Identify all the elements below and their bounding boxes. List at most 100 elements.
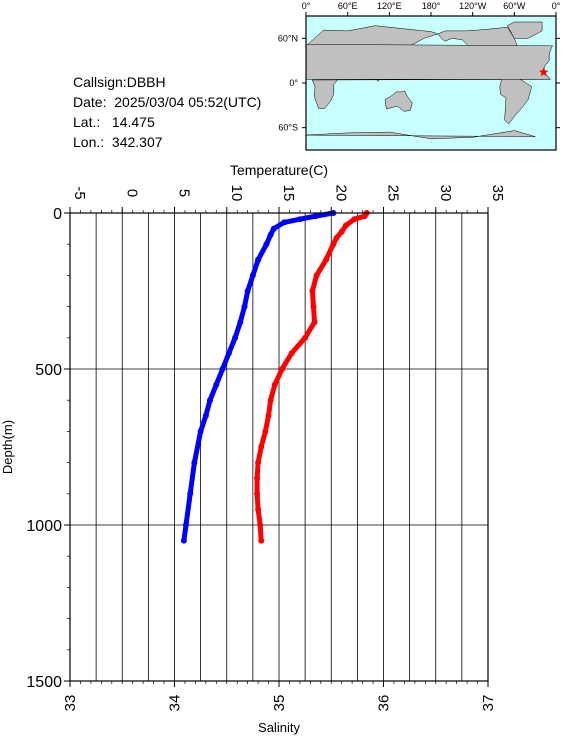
temperature-point [207, 397, 214, 404]
callsign-label: Callsign: [73, 74, 127, 90]
temperature-point [312, 213, 319, 220]
y-axis-tick-label: 0 [53, 206, 62, 223]
salinity-point [279, 366, 286, 372]
bottom-axis-tick-label: 37 [480, 695, 497, 712]
map-lon-label: 120°E [377, 1, 402, 11]
map-lat-label: 60°N [278, 33, 298, 43]
date-label: Date: [73, 94, 107, 110]
salinity-point [254, 490, 261, 497]
top-axis-tick-label: 15 [280, 185, 297, 202]
world-map: 0° 60°E 120°E 180° 120°W 60°W 0° 60°N 0° 60°S [278, 1, 561, 151]
temperature-point [213, 381, 220, 388]
salinity-point [262, 428, 269, 435]
land-greenland [507, 21, 543, 39]
salinity-point [351, 216, 358, 223]
salinity-point [271, 381, 278, 388]
y-axis-tick-label: 500 [35, 362, 62, 379]
salinity-point [309, 288, 316, 294]
temperature-point [237, 319, 244, 326]
lon-row: Lon.: 342.307 [73, 132, 261, 152]
salinity-point [257, 522, 264, 528]
temperature-point [191, 459, 198, 466]
temperature-point [255, 256, 262, 263]
callsign-value: DBBH [126, 74, 166, 90]
salinity-point [323, 256, 330, 263]
salinity-point [265, 412, 272, 419]
temperature-point [263, 241, 270, 248]
top-axis-tick-label: 20 [332, 185, 349, 202]
temperature-point [249, 272, 256, 279]
y-axis-title: Depth(m) [0, 420, 15, 474]
bottom-axis-tick-label: 34 [167, 695, 184, 712]
lat-label: Lat.: [73, 114, 101, 130]
salinity-point [311, 319, 318, 326]
bottom-axis-title: Salinity [258, 720, 300, 735]
salinity-point [361, 213, 368, 220]
station-marker-icon [539, 67, 549, 77]
temperature-point [225, 350, 232, 357]
top-axis-tick-label: 10 [228, 185, 245, 202]
land-south-america [499, 74, 532, 125]
temperature-point [241, 303, 248, 310]
bottom-axis-tick-label: 35 [271, 695, 288, 712]
salinity-point [267, 397, 274, 404]
salinity-point [338, 228, 345, 235]
temperature-point [244, 288, 251, 294]
temperature-point [202, 412, 209, 419]
temperature-point [267, 231, 274, 238]
temperature-point [180, 537, 187, 544]
date-value: 2025/03/04 05:52(UTC) [114, 94, 262, 110]
temperature-point [232, 334, 239, 341]
salinity-point [313, 272, 320, 279]
salinity-point [258, 537, 265, 544]
salinity-point [310, 303, 317, 310]
lat-value: 14.475 [111, 114, 155, 130]
top-axis-tick-label: 30 [437, 185, 454, 202]
date-row: Date: 2025/03/04 05:52(UTC) [73, 92, 261, 112]
map-lon-label: 60°E [338, 1, 358, 11]
temperature-point [281, 219, 288, 226]
temperature-point [219, 366, 226, 372]
land-africa-west-edge [305, 44, 553, 80]
salinity-point [302, 334, 309, 341]
axes: -5 0 5 10 15 20 25 30 35 33 34 35 36 37 0 500 1000 1500 [26, 185, 506, 712]
map-lon-label: 60°W [503, 1, 526, 11]
map-lat-label: 60°S [278, 123, 298, 133]
temperature-point [182, 522, 189, 528]
salinity-point [255, 506, 262, 513]
salinity-point [258, 444, 265, 450]
lon-value: 342.307 [111, 134, 163, 150]
salinity-point [288, 350, 295, 357]
bottom-axis-tick-label: 33 [62, 695, 79, 712]
map-lon-label: 0° [552, 1, 561, 11]
temperature-point [187, 490, 194, 497]
top-axis-tick-label: 35 [489, 185, 506, 202]
y-axis-tick-label: 1000 [26, 518, 62, 535]
salinity-point [330, 241, 337, 248]
top-axis-title: Temperature(C) [230, 162, 328, 178]
temperature-point [270, 225, 277, 232]
series-layer [180, 210, 370, 544]
salinity-point [342, 222, 349, 229]
temperature-point [197, 428, 204, 435]
top-axis-tick-label: 0 [123, 189, 140, 197]
land-australia [384, 90, 413, 112]
top-axis-tick-label: 5 [176, 189, 193, 197]
temperature-point [296, 216, 303, 223]
map-lon-label: 120°W [459, 1, 487, 11]
top-axis-tick-label: 25 [385, 185, 402, 202]
callsign-row: Callsign:DBBH [73, 72, 261, 92]
map-lon-label: 0° [302, 1, 311, 11]
bottom-axis-tick-label: 36 [376, 695, 393, 712]
map-lon-label: 180° [422, 1, 441, 11]
lon-label: Lon.: [73, 134, 105, 150]
y-axis-tick-label: 1500 [26, 674, 62, 691]
salinity-point [254, 475, 261, 482]
map-lat-label: 0° [289, 78, 298, 88]
lat-row: Lat.: 14.475 [73, 112, 261, 132]
salinity-point [255, 459, 262, 466]
top-axis-tick-label: -5 [71, 186, 88, 199]
station-info: Callsign:DBBH Date: 2025/03/04 05:52(UTC… [73, 72, 261, 152]
salinity-point [333, 234, 340, 241]
